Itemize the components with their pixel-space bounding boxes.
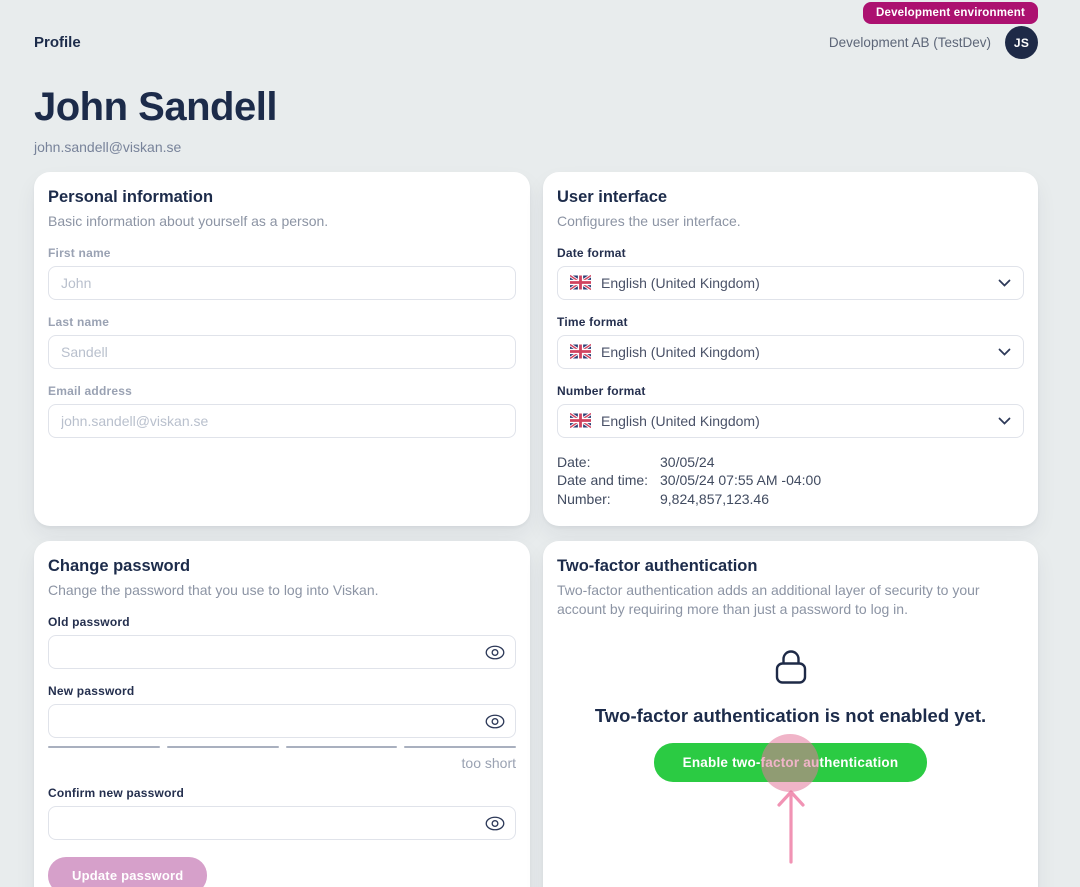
new-password-input[interactable] xyxy=(48,704,516,739)
uk-flag-icon xyxy=(570,413,591,429)
card-subtitle: Configures the user interface. xyxy=(557,213,741,229)
preview-label: Date: xyxy=(557,453,591,470)
preview-label: Date and time: xyxy=(557,472,649,489)
first-name-input[interactable] xyxy=(48,265,516,300)
confirm-password-label: Confirm new password xyxy=(48,786,185,801)
preview-row-datetime: Date and time: 30/05/24 07:55 AM -04:00 xyxy=(557,471,1024,490)
last-name-input[interactable] xyxy=(48,334,516,369)
avatar[interactable]: JS xyxy=(1005,26,1038,59)
card-title: Two-factor authentication xyxy=(557,557,758,576)
card-subtitle: Basic information about yourself as a pe… xyxy=(48,213,329,229)
two-factor-card: Two-factor authentication Two-factor aut… xyxy=(543,541,1038,887)
user-interface-card: User interface Configures the user inter… xyxy=(543,172,1038,527)
environment-badge: Development environment xyxy=(862,2,1038,24)
arrow-up-icon xyxy=(776,790,805,864)
enable-button-wrap: Enable two-factor authentication xyxy=(653,733,928,792)
strength-segment xyxy=(404,746,516,749)
user-email: john.sandell@viskan.se xyxy=(34,139,182,155)
first-name-label: First name xyxy=(48,245,111,260)
uk-flag-icon xyxy=(570,344,591,360)
select-value: English (United Kingdom) xyxy=(601,412,760,429)
chevron-down-icon xyxy=(998,348,1011,356)
confirm-password-field xyxy=(48,806,516,841)
select-value: English (United Kingdom) xyxy=(601,343,760,360)
strength-segment xyxy=(166,746,279,749)
confirm-password-input[interactable] xyxy=(48,806,516,841)
time-format-select[interactable]: English (United Kingdom) xyxy=(557,334,1024,369)
eye-icon[interactable] xyxy=(484,641,506,663)
enable-two-factor-button[interactable]: Enable two-factor authentication xyxy=(653,743,928,783)
strength-hint: too short xyxy=(461,755,516,772)
email-address-label: Email address xyxy=(48,383,132,398)
old-password-field xyxy=(48,635,516,670)
chevron-down-icon xyxy=(998,279,1011,287)
new-password-label: New password xyxy=(48,684,135,699)
lock-icon xyxy=(775,650,806,684)
card-title: Personal information xyxy=(48,188,214,206)
page-title: Profile xyxy=(34,34,81,51)
top-right: Development AB (TestDev) JS xyxy=(829,26,1038,59)
update-password-button[interactable]: Update password xyxy=(48,857,208,887)
card-title: User interface xyxy=(557,188,668,206)
card-subtitle: Change the password that you use to log … xyxy=(48,582,379,599)
new-password-field xyxy=(48,704,516,739)
two-factor-status: Two-factor authentication is not enabled… xyxy=(594,705,987,727)
preview-value: 9,824,857,123.46 xyxy=(660,490,769,507)
password-strength-meter xyxy=(48,746,516,749)
preview-value: 30/05/24 xyxy=(660,453,715,470)
preview-row-number: Number: 9,824,857,123.46 xyxy=(557,490,1024,509)
preview-label: Number: xyxy=(557,490,611,507)
time-format-label: Time format xyxy=(557,314,628,329)
top-bar: Profile Development AB (TestDev) JS xyxy=(34,26,1038,59)
format-preview: Date: 30/05/24 Date and time: 30/05/24 0… xyxy=(557,453,1024,509)
user-name-heading: John Sandell xyxy=(34,85,277,129)
strength-segment xyxy=(48,746,160,749)
date-format-label: Date format xyxy=(557,245,626,260)
select-value: English (United Kingdom) xyxy=(601,274,760,291)
strength-segment xyxy=(285,746,398,749)
personal-information-card: Personal information Basic information a… xyxy=(34,172,530,527)
chevron-down-icon xyxy=(998,417,1011,425)
eye-icon[interactable] xyxy=(484,710,506,732)
old-password-input[interactable] xyxy=(48,635,516,670)
change-password-card: Change password Change the password that… xyxy=(34,541,530,887)
cards-grid: Personal information Basic information a… xyxy=(34,172,1038,887)
uk-flag-icon xyxy=(570,275,591,291)
number-format-select[interactable]: English (United Kingdom) xyxy=(557,403,1024,438)
preview-value: 30/05/24 07:55 AM -04:00 xyxy=(660,472,822,489)
organization-name: Development AB (TestDev) xyxy=(828,35,991,50)
preview-row-date: Date: 30/05/24 xyxy=(557,453,1024,472)
two-factor-center: Two-factor authentication is not enabled… xyxy=(557,649,1024,865)
old-password-label: Old password xyxy=(48,615,130,630)
number-format-label: Number format xyxy=(557,383,646,398)
card-title: Change password xyxy=(48,557,191,576)
badge-row: Development environment xyxy=(34,0,1038,24)
two-factor-description: Two-factor authentication adds an additi… xyxy=(557,582,980,618)
date-format-select[interactable]: English (United Kingdom) xyxy=(557,265,1024,300)
last-name-label: Last name xyxy=(48,314,110,329)
eye-icon[interactable] xyxy=(484,812,506,834)
email-address-input[interactable] xyxy=(48,403,516,438)
